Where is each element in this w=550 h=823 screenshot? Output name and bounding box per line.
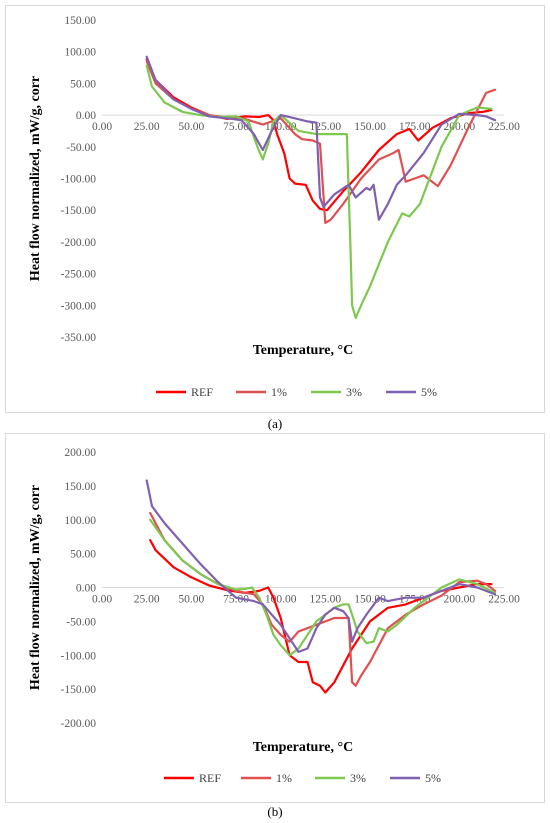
y-tick-label: 150.00	[64, 481, 96, 493]
y-tick-label: 150.00	[64, 15, 96, 27]
y-tick-label: 200.00	[64, 447, 96, 459]
y-tick-label: 50.00	[70, 78, 96, 90]
legend: REF 1% 3% 5%	[164, 771, 441, 785]
x-tick-label: 225.00	[488, 121, 520, 133]
x-tick-label: 100.00	[265, 594, 297, 606]
legend-label: REF	[191, 385, 213, 399]
legend-label: 1%	[271, 385, 287, 399]
x-tick-label: 150.00	[354, 121, 386, 133]
x-tick-label: 225.00	[488, 594, 520, 606]
series-line-ref	[149, 539, 493, 694]
y-tick-label: -150.00	[61, 684, 97, 696]
legend-label: 5%	[425, 771, 441, 785]
y-tick-label: -100.00	[61, 174, 97, 186]
caption-a: (a)	[267, 416, 283, 431]
legend-label: REF	[199, 771, 221, 785]
chart-panel-a: 150.00 100.00 50.00 0.00 -50.00 -100.00 -150.0…	[5, 5, 545, 413]
y-tick-label: -250.00	[61, 269, 97, 281]
y-tick-label: -100.00	[61, 650, 97, 662]
y-tick-label: 0.00	[76, 110, 96, 122]
x-tick-label: 50.00	[178, 121, 204, 133]
y-tick-label: -350.00	[61, 332, 97, 344]
x-axis-title: Temperature, °C	[253, 740, 353, 755]
x-tick-label: 0.00	[92, 594, 112, 606]
x-tick-label: 25.00	[134, 594, 160, 606]
y-tick-label: 50.00	[70, 549, 96, 561]
x-tick-label: 75.00	[223, 594, 249, 606]
y-tick-label: -50.00	[66, 616, 96, 628]
x-tick-label: 200.00	[444, 594, 476, 606]
x-tick-label: 150.00	[354, 594, 386, 606]
y-tick-label: -150.00	[61, 205, 97, 217]
series-line-5pct	[145, 479, 497, 653]
y-tick-label: 100.00	[64, 515, 96, 527]
x-axis-title: Temperature, °C	[253, 343, 353, 358]
legend: REF 1% 3% 5%	[156, 385, 437, 399]
series-line-5pct	[145, 55, 497, 221]
legend-label: 5%	[421, 385, 437, 399]
y-tick-label: -200.00	[61, 237, 97, 249]
x-tick-label: 125.00	[310, 594, 342, 606]
y-tick-label: -300.00	[61, 300, 97, 312]
y-tick-label: -200.00	[61, 718, 97, 730]
chart-panel-b: 200.00 150.00 100.00 50.00 0.00 -50.00 -100.00…	[5, 433, 545, 803]
x-tick-label: 75.00	[223, 121, 249, 133]
y-axis-title: Heat flow normalized, mW/g, corr	[28, 485, 43, 690]
chart-a-svg: 150.00 100.00 50.00 0.00 -50.00 -100.00 -150.0…	[28, 15, 520, 399]
x-tick-label: 50.00	[178, 594, 204, 606]
y-axis-title: Heat flow normalized, mW/g, corr	[28, 76, 43, 281]
y-tick-label: -50.00	[66, 142, 96, 154]
chart-b-svg: 200.00 150.00 100.00 50.00 0.00 -50.00 -100.00…	[28, 447, 520, 785]
x-tick-label: 25.00	[134, 121, 160, 133]
legend-label: 1%	[276, 771, 292, 785]
legend-label: 3%	[350, 771, 366, 785]
legend-label: 3%	[346, 385, 362, 399]
y-tick-label: 0.00	[76, 583, 96, 595]
y-tick-label: 100.00	[64, 47, 96, 59]
caption-b: (b)	[267, 804, 283, 819]
x-tick-label: 0.00	[92, 121, 112, 133]
